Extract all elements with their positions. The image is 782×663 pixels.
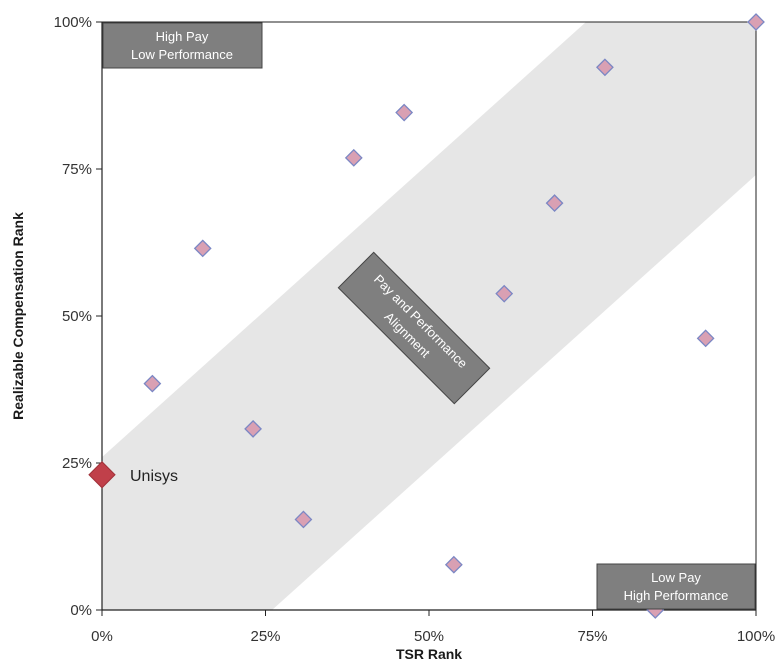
x-tick-label: 75%	[577, 628, 607, 645]
data-point	[193, 239, 212, 258]
data-point	[395, 103, 414, 122]
data-point	[545, 194, 564, 213]
y-tick-label: 50%	[62, 308, 92, 325]
region-box	[596, 563, 756, 610]
data-point	[294, 510, 313, 529]
x-axis-title: TSR Rank	[396, 646, 462, 662]
region-low-pay-high-performance: Low Pay High Performance	[596, 563, 756, 610]
region-line-2: Low Performance	[131, 47, 233, 62]
y-tick-label: 100%	[54, 14, 92, 31]
region-line-2: High Performance	[624, 588, 729, 603]
data-point	[444, 555, 463, 574]
x-tick-label: 0%	[91, 628, 113, 645]
x-tick-label: 100%	[737, 628, 775, 645]
y-tick-label: 75%	[62, 161, 92, 178]
highlight-point	[88, 461, 116, 489]
x-tick-label: 25%	[250, 628, 280, 645]
data-point	[344, 148, 363, 167]
highlight-label: Unisys	[130, 468, 178, 485]
y-tick-label: 0%	[70, 602, 92, 619]
region-high-pay-low-performance: High Pay Low Performance	[102, 22, 263, 69]
data-point	[244, 419, 262, 438]
region-line-1: Low Pay	[651, 570, 701, 585]
data-point	[143, 374, 162, 393]
y-axis-title: Realizable Compensation Rank	[10, 212, 26, 420]
region-box	[102, 22, 263, 69]
data-point	[747, 13, 765, 31]
alignment-box	[337, 251, 491, 405]
x-tick-label: 50%	[414, 628, 444, 645]
data-point	[495, 284, 514, 303]
y-tick-label: 25%	[62, 455, 92, 472]
data-point	[596, 58, 614, 77]
data-point	[696, 329, 715, 348]
region-line-1: High Pay	[156, 29, 209, 44]
